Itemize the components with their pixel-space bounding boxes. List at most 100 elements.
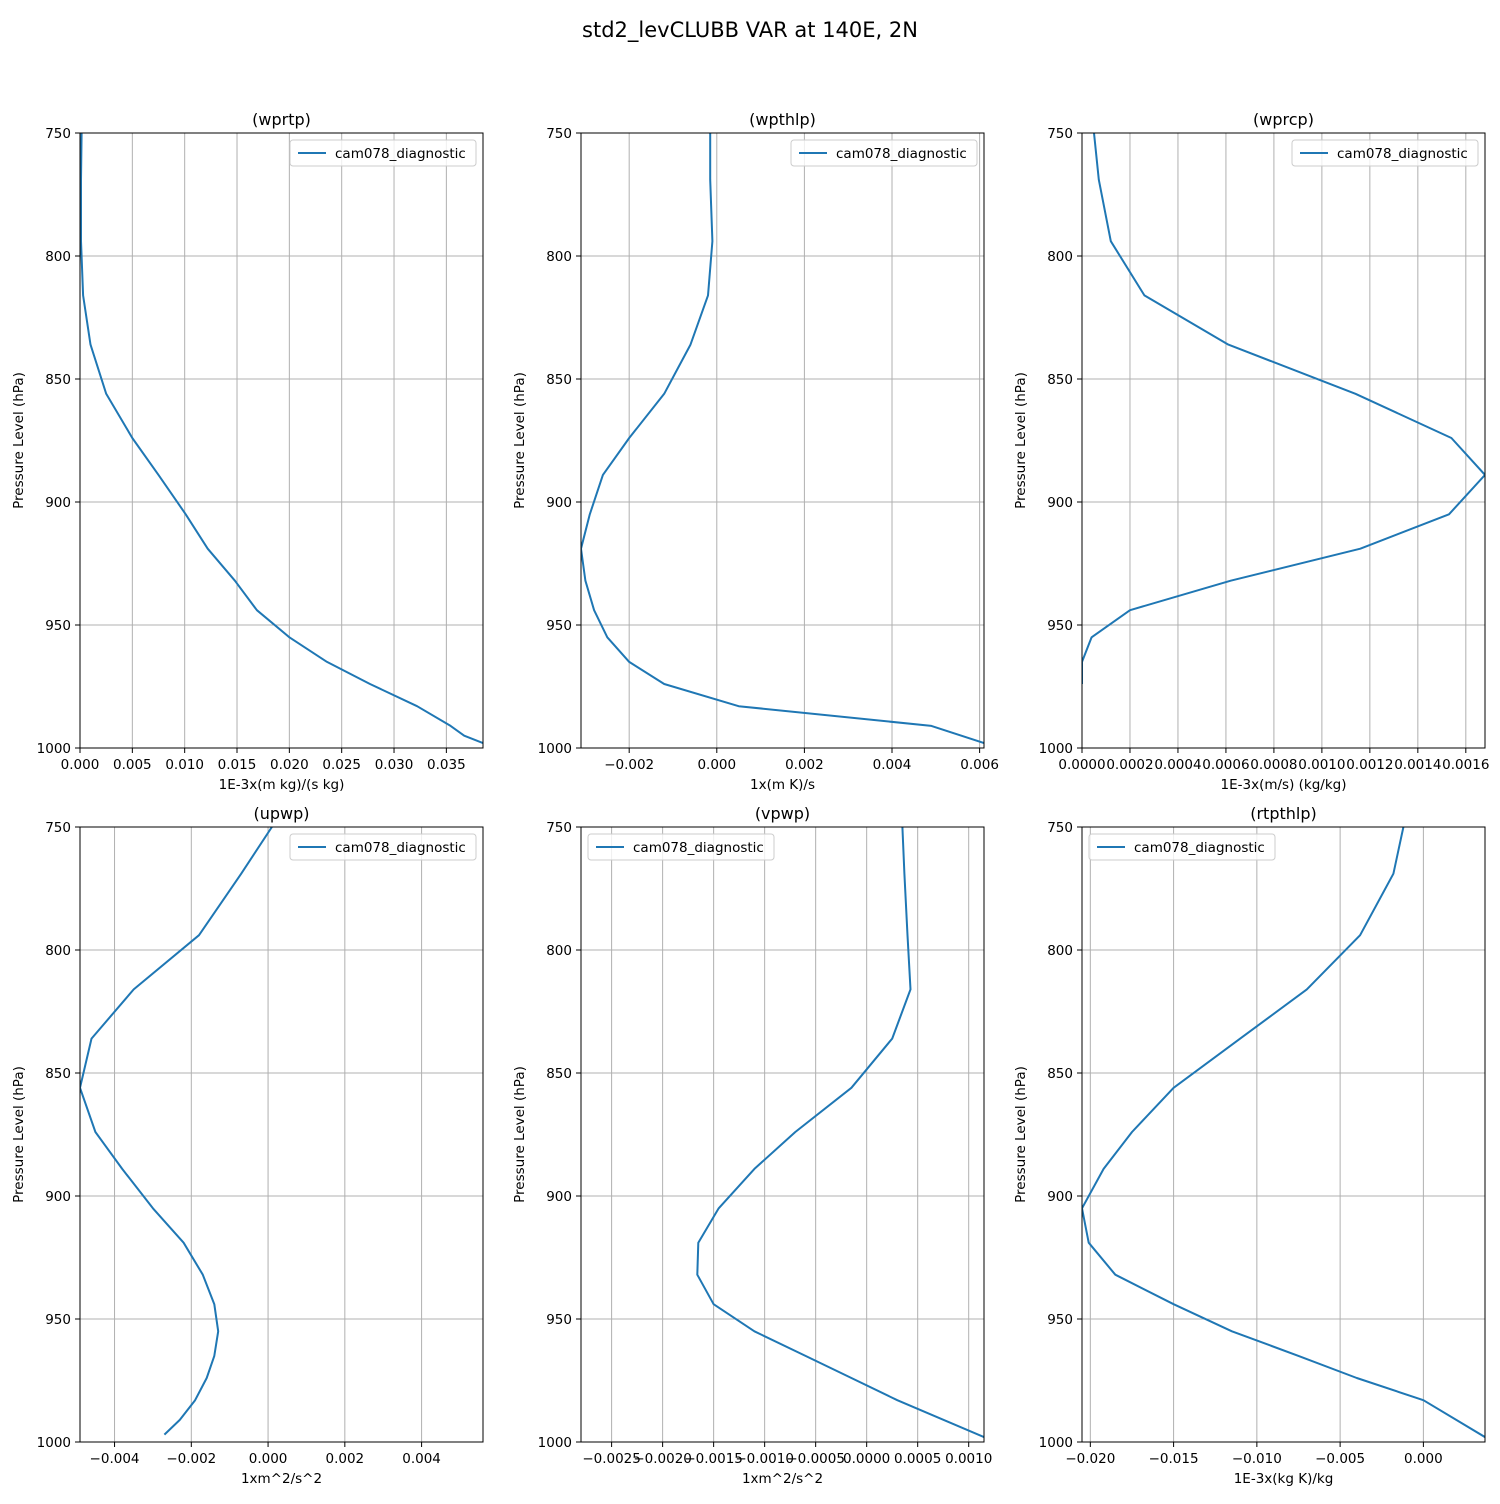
legend: cam078_diagnostic — [790, 139, 978, 167]
legend-label: cam078_diagnostic — [1134, 840, 1265, 856]
x-tick-label: 0.015 — [218, 757, 257, 773]
x-tick-label: −0.0005 — [786, 1451, 845, 1467]
x-tick-label: −0.004 — [90, 1451, 140, 1467]
y-axis-label: Pressure Level (hPa) — [512, 372, 528, 509]
axes-frame — [79, 132, 484, 749]
y-tick-label: 850 — [1047, 1066, 1073, 1082]
y-tick-label: 1000 — [538, 741, 572, 757]
subplot-title: (vpwp) — [755, 804, 810, 823]
y-tick-label: 900 — [1047, 495, 1073, 511]
series-line-cam078_diagnostic — [1082, 133, 1485, 684]
y-tick-label: 850 — [45, 1066, 71, 1082]
axes-frame — [580, 826, 985, 1443]
series-line-cam078_diagnostic — [581, 133, 984, 745]
series-line-cam078_diagnostic — [80, 133, 483, 745]
x-tick-label: 0.0014 — [1394, 757, 1441, 773]
subplot-wprtp: 0.000 0.005 0.010 0.015 0.020 0.025 0.030 0.035… — [11, 110, 484, 793]
legend-label: cam078_diagnostic — [633, 840, 764, 856]
y-tick-label: 750 — [45, 126, 71, 142]
y-axis-label: Pressure Level (hPa) — [11, 1066, 27, 1203]
x-axis-label: 1xm^2/s^2 — [742, 1471, 823, 1487]
x-tick-label: 0.000 — [697, 757, 736, 773]
y-tick-label: 850 — [546, 1066, 572, 1082]
y-tick-label: 750 — [546, 126, 572, 142]
legend-label: cam078_diagnostic — [836, 146, 967, 162]
y-tick-label: 800 — [1047, 943, 1073, 959]
x-tick-label: 0.0008 — [1250, 757, 1297, 773]
x-tick-label: 0.0000 — [1058, 757, 1105, 773]
x-tick-label: −0.0010 — [735, 1451, 794, 1467]
y-tick-label: 900 — [45, 1189, 71, 1205]
x-axis-label: 1xm^2/s^2 — [241, 1471, 322, 1487]
x-tick-label: 0.000 — [61, 757, 100, 773]
x-tick-label: 0.030 — [375, 757, 414, 773]
x-tick-label: −0.010 — [1232, 1451, 1282, 1467]
y-tick-label: 1000 — [1039, 741, 1073, 757]
subplot-title: (wprtp) — [252, 110, 311, 129]
x-axis-label: 1E-3x(m kg)/(s kg) — [219, 777, 345, 793]
legend-box — [790, 139, 978, 167]
legend: cam078_diagnostic — [289, 139, 477, 167]
y-tick-label: 800 — [1047, 249, 1073, 265]
x-axis-label: 1E-3x(m/s) (kg/kg) — [1221, 777, 1347, 793]
series-line-cam078_diagnostic — [696, 827, 984, 1439]
subplot-rtpthlp: −0.020 −0.015 −0.010 −0.005 0.000 750 800 850 90… — [1013, 804, 1486, 1487]
x-tick-label: 0.000 — [249, 1451, 288, 1467]
legend-box — [587, 833, 775, 861]
subplot-wprcp: 0.0000 0.0002 0.0004 0.0006 0.0008 0.0010 0.00… — [1013, 110, 1489, 793]
y-tick-label: 1000 — [538, 1435, 572, 1451]
x-tick-label: 0.020 — [270, 757, 309, 773]
y-tick-label: 1000 — [37, 741, 71, 757]
x-tick-label: 0.004 — [402, 1451, 441, 1467]
legend: cam078_diagnostic — [289, 833, 477, 861]
subplot-grid: 0.000 0.005 0.010 0.015 0.020 0.025 0.030 0.035… — [11, 110, 1489, 1487]
y-axis-label: Pressure Level (hPa) — [512, 1066, 528, 1203]
y-tick-label: 800 — [546, 249, 572, 265]
y-tick-label: 1000 — [37, 1435, 71, 1451]
subplot-title: (wpthlp) — [749, 110, 816, 129]
legend: cam078_diagnostic — [1088, 833, 1276, 861]
y-tick-label: 950 — [1047, 1312, 1073, 1328]
x-tick-label: 0.010 — [165, 757, 204, 773]
axes-frame — [1081, 132, 1486, 749]
y-tick-label: 750 — [546, 820, 572, 836]
legend-box — [1088, 833, 1276, 861]
subplot-vpwp: −0.0025−0.0020−0.0015−0.0010−0.00050.000… — [512, 804, 992, 1487]
legend-label: cam078_diagnostic — [335, 840, 466, 856]
series-line-cam078_diagnostic — [1082, 827, 1485, 1438]
y-tick-label: 850 — [546, 372, 572, 388]
x-tick-label: 0.0006 — [1202, 757, 1249, 773]
y-tick-label: 750 — [1047, 820, 1073, 836]
legend: cam078_diagnostic — [1291, 139, 1479, 167]
x-tick-label: 0.004 — [873, 757, 912, 773]
x-tick-label: 0.000 — [1404, 1451, 1443, 1467]
y-tick-label: 800 — [45, 249, 71, 265]
x-tick-label: 0.0005 — [894, 1451, 941, 1467]
x-tick-label: −0.020 — [1065, 1451, 1115, 1467]
y-tick-label: 850 — [45, 372, 71, 388]
x-tick-label: 0.0004 — [1154, 757, 1201, 773]
y-tick-label: 950 — [546, 1312, 572, 1328]
y-tick-label: 800 — [546, 943, 572, 959]
figure-title: std2_levCLUBB VAR at 140E, 2N — [582, 18, 918, 43]
x-tick-label: 0.0000 — [843, 1451, 890, 1467]
x-tick-label: 0.0002 — [1106, 757, 1153, 773]
x-axis-label: 1x(m K)/s — [750, 777, 815, 793]
y-tick-label: 950 — [1047, 618, 1073, 634]
x-tick-label: 0.025 — [322, 757, 361, 773]
legend-box — [289, 139, 477, 167]
legend-label: cam078_diagnostic — [1337, 146, 1468, 162]
x-tick-label: −0.005 — [1315, 1451, 1365, 1467]
x-tick-label: −0.0020 — [633, 1451, 692, 1467]
axes-frame — [1081, 826, 1486, 1443]
y-tick-label: 900 — [45, 495, 71, 511]
legend-box — [1291, 139, 1479, 167]
series-line-cam078_diagnostic — [80, 827, 273, 1436]
x-tick-label: −0.002 — [166, 1451, 216, 1467]
x-tick-label: 0.0010 — [1298, 757, 1345, 773]
y-axis-label: Pressure Level (hPa) — [11, 372, 27, 509]
y-tick-label: 850 — [1047, 372, 1073, 388]
y-tick-label: 1000 — [1039, 1435, 1073, 1451]
